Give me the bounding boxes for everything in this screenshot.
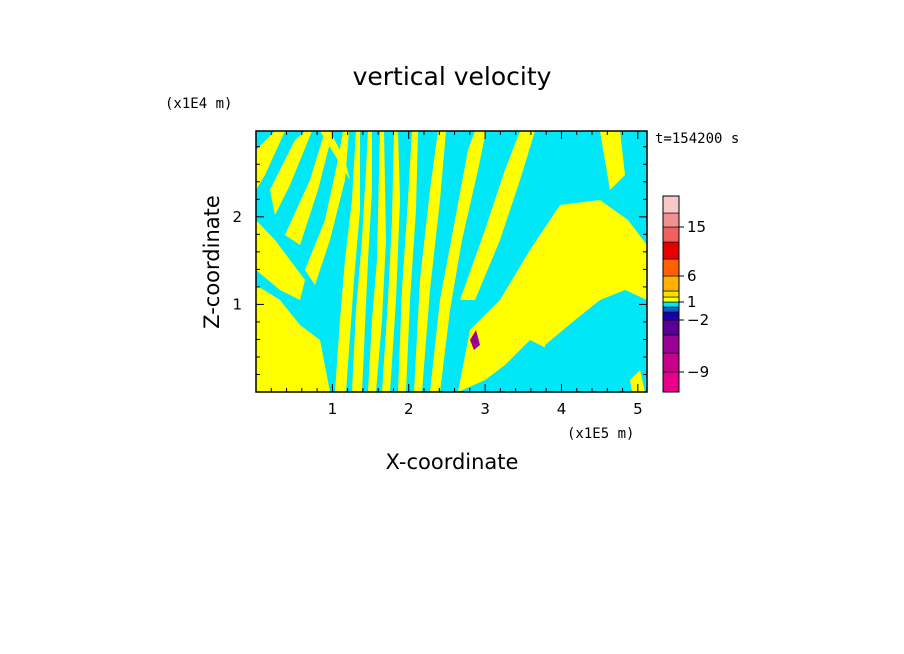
- minor-ticks: [256, 131, 647, 392]
- y-ticks: 12: [232, 208, 647, 313]
- colorbar-swatch: [662, 371, 680, 393]
- x-ticks: 1 2 3 4 5: [328, 131, 643, 418]
- yellow-region: [368, 131, 386, 392]
- negative-speck: [470, 330, 480, 350]
- colorbar-swatch: [662, 275, 680, 292]
- yellow-region: [430, 131, 486, 392]
- x-tick-label: 5: [633, 400, 643, 418]
- yellow-region: [270, 131, 312, 215]
- yellow-region: [256, 285, 330, 392]
- y-scale-label: (x1E4 m): [165, 96, 232, 112]
- colorbar: [662, 195, 680, 393]
- velocity-field: [256, 131, 647, 392]
- yellow-region: [285, 131, 333, 245]
- y-axis-label: Z-coordinate: [200, 195, 224, 329]
- colorbar-swatch: [662, 301, 680, 308]
- colorbar-swatch: [662, 352, 680, 373]
- colorbar-swatch: [662, 319, 680, 336]
- x-axis-label: X-coordinate: [386, 450, 519, 474]
- yellow-region: [256, 131, 285, 190]
- yellow-region: [630, 370, 645, 392]
- colorbar-label: −2: [687, 311, 709, 329]
- colorbar-label: 1: [687, 293, 697, 311]
- time-label: t=154200 s: [655, 131, 739, 147]
- x-scale-label: (x1E5 m): [567, 426, 634, 442]
- yellow-region: [320, 131, 350, 180]
- plot-frame: [255, 130, 648, 393]
- yellow-region: [382, 131, 400, 392]
- colorbar-swatch: [662, 241, 680, 260]
- yellow-region: [600, 131, 625, 190]
- yellow-region: [398, 131, 418, 392]
- yellow-region: [256, 220, 305, 300]
- positive-regions: [256, 131, 647, 392]
- y-tick-label: 2: [232, 208, 242, 226]
- x-tick-label: 3: [480, 400, 490, 418]
- colorbar-swatch: [662, 212, 680, 228]
- yellow-region: [414, 131, 446, 392]
- colorbar-swatch: [662, 334, 680, 354]
- colorbar-swatch: [662, 226, 680, 243]
- colorbar-swatch: [662, 306, 680, 313]
- colorbar-swatch: [662, 290, 680, 298]
- colorbar-swatch: [662, 296, 680, 303]
- x-tick-label: 1: [328, 400, 338, 418]
- x-tick-label: 4: [557, 400, 567, 418]
- colorbar-label: 15: [687, 218, 706, 236]
- cyan-region: [540, 290, 647, 392]
- colorbar-label: 6: [687, 267, 697, 285]
- colorbar-label: −9: [687, 363, 709, 381]
- y-tick-label: 1: [232, 295, 242, 313]
- x-tick-label: 2: [404, 400, 414, 418]
- yellow-region: [460, 131, 535, 300]
- colorbar-swatch: [662, 258, 680, 277]
- yellow-region: [305, 131, 349, 285]
- colorbar-frame: [662, 195, 680, 393]
- yellow-region: [335, 131, 360, 392]
- chart-title: vertical velocity: [353, 62, 552, 91]
- colorbar-swatch: [662, 311, 680, 321]
- yellow-region: [352, 131, 372, 392]
- colorbar-swatch: [662, 195, 680, 214]
- colorbar-labels: 15 6 1−2 −9: [679, 218, 709, 381]
